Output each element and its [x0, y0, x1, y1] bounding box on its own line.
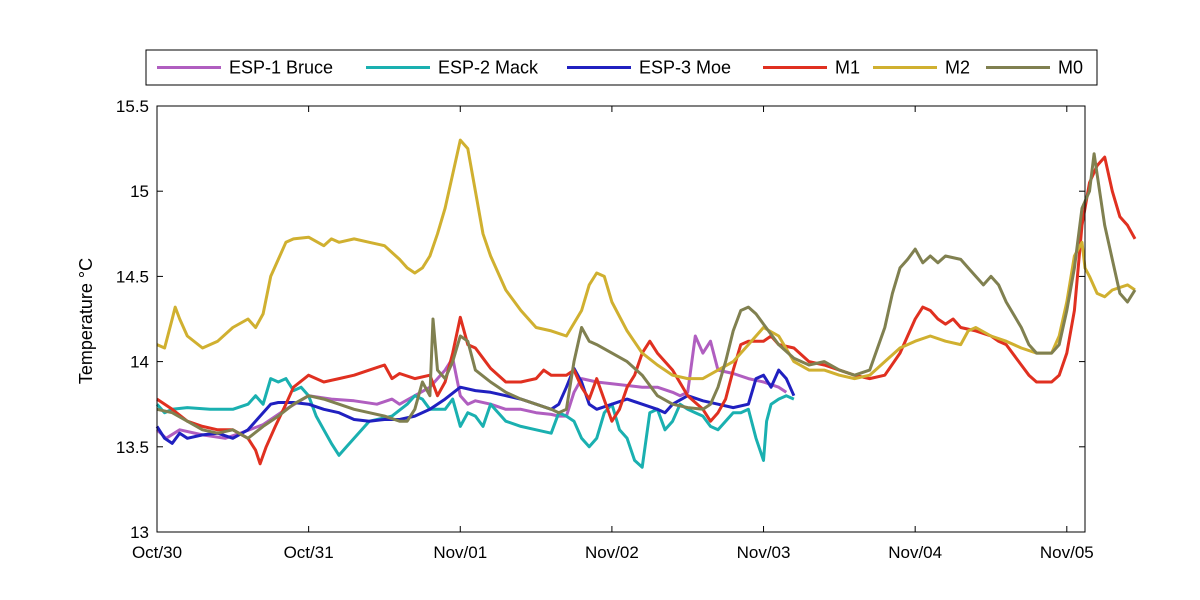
series-line-esp-2-mack [155, 377, 795, 469]
series-line-m0 [156, 152, 1137, 440]
y-tick-label: 14 [130, 353, 149, 372]
y-tick-label: 15 [130, 182, 149, 201]
legend-label: M0 [1058, 58, 1083, 78]
legend-label: ESP-2 Mack [438, 58, 539, 78]
series-layer [155, 138, 1137, 469]
series-line-esp-3-moe [155, 366, 796, 445]
x-tick-label: Nov/05 [1040, 543, 1094, 562]
legend: ESP-1 Bruce ESP-2 Mack ESP-3 Moe M1 M2 M0 [145, 49, 1098, 86]
series-line-m1 [156, 155, 1137, 466]
x-tick-label: Oct/31 [284, 543, 334, 562]
series-line-m2 [156, 138, 1136, 381]
legend-label: M2 [945, 58, 970, 78]
x-tick-label: Nov/02 [585, 543, 639, 562]
x-tick-label: Nov/03 [737, 543, 791, 562]
x-tick-label: Nov/01 [433, 543, 487, 562]
x-tick-label: Nov/04 [888, 543, 942, 562]
y-tick-label: 15.5 [116, 97, 149, 116]
legend-label: ESP-1 Bruce [229, 58, 333, 78]
axes-layer: Oct/30 Oct/31 Nov/01 Nov/02 Nov/03 Nov/04 Nov/… [116, 97, 1094, 562]
y-tick-label: 13.5 [116, 438, 149, 457]
legend-label: M1 [835, 58, 860, 78]
legend-label: ESP-3 Moe [639, 58, 731, 78]
axes-frame [156, 105, 1086, 533]
y-tick-label: 13 [130, 523, 149, 542]
y-tick-label: 14.5 [116, 267, 149, 286]
y-axis-label: Temperature °C [76, 258, 96, 384]
x-tick-label: Oct/30 [132, 543, 182, 562]
